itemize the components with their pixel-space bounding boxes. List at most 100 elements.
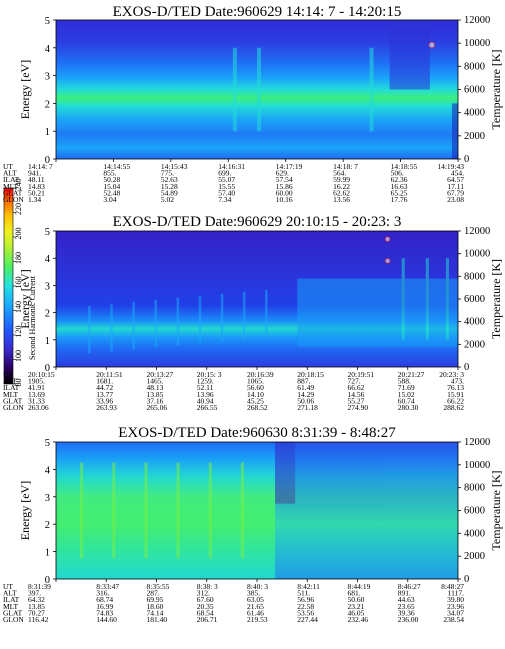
ephemeris-value-alt: 588. bbox=[398, 377, 411, 386]
ephemeris-value-glon: 1.34 bbox=[28, 195, 41, 204]
ephemeris-value-ut: 20:18:15 bbox=[297, 370, 324, 379]
spectral-streak bbox=[401, 258, 405, 340]
colorbar-tick-label: 200 bbox=[14, 228, 23, 240]
y-right-tick-label: 2000 bbox=[464, 551, 485, 562]
ephemeris-value-glon: 263.93 bbox=[96, 403, 117, 412]
y-right-tick-label: 8000 bbox=[464, 271, 485, 282]
ephemeris-value-ut: 14:16:31 bbox=[218, 162, 245, 171]
ephemeris-value-mlt: 15.04 bbox=[103, 182, 120, 191]
ephemeris-value-glon: 181.40 bbox=[147, 615, 168, 624]
spectral-streak bbox=[445, 258, 449, 340]
panels: EXOS-D/TED Date:960629 14:14: 7 - 14:20:… bbox=[3, 4, 503, 624]
ephemeris-value-glat: 34.07 bbox=[447, 608, 464, 617]
ephemeris-value-alt: 941. bbox=[28, 169, 41, 178]
ephemeris-value-glat: 57.40 bbox=[218, 188, 235, 197]
y-right-tick-label: 4000 bbox=[464, 317, 485, 328]
ephemeris-value-ut: 8:48:27 bbox=[441, 582, 464, 591]
ephemeris-value-ilat: 52.11 bbox=[197, 383, 214, 392]
ephemeris-value-glon: 3.04 bbox=[103, 195, 116, 204]
y-right-tick-label: 12000 bbox=[464, 15, 490, 26]
y-tick-label: 0 bbox=[45, 575, 50, 586]
ephemeris-value-ilat: 71.69 bbox=[398, 383, 415, 392]
ephemeris-value-ilat: 62.36 bbox=[391, 175, 408, 184]
spectral-streak bbox=[242, 291, 246, 340]
ephemeris-value-alt: 454. bbox=[451, 169, 464, 178]
ephemeris-row-label: ALT bbox=[3, 169, 17, 178]
ephemeris-value-ut: 20:19:51 bbox=[348, 370, 375, 379]
ephemeris-value-glon: 219.53 bbox=[247, 615, 268, 624]
ephemeris-value-alt: 887. bbox=[297, 377, 310, 386]
ephemeris-value-ut: 20:10:15 bbox=[28, 370, 55, 379]
y-right-tick-label: 12000 bbox=[464, 226, 490, 237]
ephemeris-row-label: ALT bbox=[3, 589, 17, 598]
y-right-axis-label: Temperature [K] bbox=[489, 470, 503, 550]
spectral-edge bbox=[452, 103, 458, 159]
ephemeris-value-ilat: 64.57 bbox=[447, 175, 464, 184]
y-axis-label: Energy [eV] bbox=[18, 481, 32, 540]
y-tick-label: 2 bbox=[45, 99, 50, 110]
ephemeris-value-glat: 74.14 bbox=[147, 608, 164, 617]
colorbar-tick-label: 120 bbox=[14, 326, 23, 338]
ephemeris-value-alt: 1259. bbox=[197, 377, 214, 386]
ephemeris-value-glat: 52.48 bbox=[103, 188, 120, 197]
ephemeris-value-alt: 506. bbox=[391, 169, 404, 178]
ephemeris-value-glat: 62.62 bbox=[333, 188, 350, 197]
ephemeris-value-glat: 53.56 bbox=[297, 608, 314, 617]
y-right-tick-label: 0 bbox=[464, 574, 469, 585]
ephemeris-value-ilat: 55.07 bbox=[218, 175, 235, 184]
ephemeris-value-alt: 385. bbox=[247, 589, 260, 598]
ephemeris-value-ilat: 64.32 bbox=[28, 595, 45, 604]
colorbar: 80 100 120 140 160 180 200 220 240 Second Harmon… bbox=[3, 179, 37, 387]
colorbar-tick-label: 240 bbox=[14, 179, 23, 191]
ephemeris-row-label: MLT bbox=[3, 602, 19, 611]
ephemeris-value-ilat: 52.63 bbox=[161, 175, 178, 184]
ephemeris-value-ut: 14:17:19 bbox=[276, 162, 303, 171]
ephemeris-value-alt: 1681. bbox=[96, 377, 113, 386]
ephemeris-value-alt: 727. bbox=[348, 377, 361, 386]
spectral-streak bbox=[369, 47, 374, 132]
ephemeris-value-glon: 265.06 bbox=[147, 403, 168, 412]
ephemeris-value-mlt: 15.86 bbox=[276, 182, 293, 191]
y-axis-label: Energy [eV] bbox=[18, 269, 32, 328]
ephemeris-value-mlt: 14.56 bbox=[348, 390, 365, 399]
panel-title: EXOS-D/TED Date:960629 14:14: 7 - 14:20:… bbox=[113, 4, 402, 20]
y-tick-label: 3 bbox=[45, 72, 50, 83]
colorbar-tick-label: 100 bbox=[14, 350, 23, 362]
y-right-tick-label: 4000 bbox=[464, 528, 485, 539]
ephemeris-row-label: MLT bbox=[3, 182, 19, 191]
ephemeris-value-ilat: 44.63 bbox=[398, 595, 415, 604]
panel-title: EXOS-D/TED Date:960629 20:10:15 - 20:23:… bbox=[113, 214, 402, 230]
ephemeris-value-glat: 45.25 bbox=[247, 396, 264, 405]
spectral-streak bbox=[132, 301, 135, 350]
spectral-streak bbox=[176, 462, 180, 559]
spectral-streak bbox=[208, 462, 212, 559]
ephemeris-value-glon: 263.06 bbox=[28, 403, 49, 412]
y-tick-label: 4 bbox=[45, 465, 51, 476]
ephemeris-value-ut: 14:18: 7 bbox=[333, 162, 358, 171]
ephemeris-value-alt: 1465. bbox=[147, 377, 164, 386]
ephemeris-value-ut: 14:15:43 bbox=[161, 162, 188, 171]
ephemeris-value-glon: 280.30 bbox=[398, 403, 419, 412]
ephemeris-value-glon: 13.56 bbox=[333, 195, 350, 204]
ephemeris-value-ilat: 66.62 bbox=[348, 383, 365, 392]
ephemeris-value-glat: 40.94 bbox=[197, 396, 214, 405]
ephemeris-value-glat: 50.21 bbox=[28, 188, 45, 197]
spectral-band bbox=[297, 278, 458, 347]
colorbar-tick-label: 220 bbox=[14, 203, 23, 215]
ephemeris-value-alt: 473. bbox=[451, 377, 464, 386]
ephemeris-value-ilat: 59.99 bbox=[333, 175, 350, 184]
y-tick-label: 0 bbox=[45, 363, 50, 374]
ephemeris-row-label: GLAT bbox=[3, 608, 23, 617]
ephemeris-value-alt: 397. bbox=[28, 589, 41, 598]
ephemeris-value-ut: 8:35:55 bbox=[147, 582, 170, 591]
ephemeris-value-glat: 31.33 bbox=[28, 396, 45, 405]
ephemeris-value-ilat: 67.60 bbox=[197, 595, 214, 604]
ephemeris-value-glat: 50.06 bbox=[297, 396, 314, 405]
ephemeris-value-glat: 70.27 bbox=[28, 608, 45, 617]
ephemeris-value-ilat: 48.13 bbox=[147, 383, 164, 392]
spectral-streak bbox=[198, 295, 202, 344]
colorbar-label: Second Harmonic Current bbox=[28, 275, 37, 360]
spectrogram-texture bbox=[232, 20, 458, 159]
ephemeris-value-glat: 60.74 bbox=[398, 396, 415, 405]
colorbar-tick-label: 140 bbox=[14, 301, 23, 313]
